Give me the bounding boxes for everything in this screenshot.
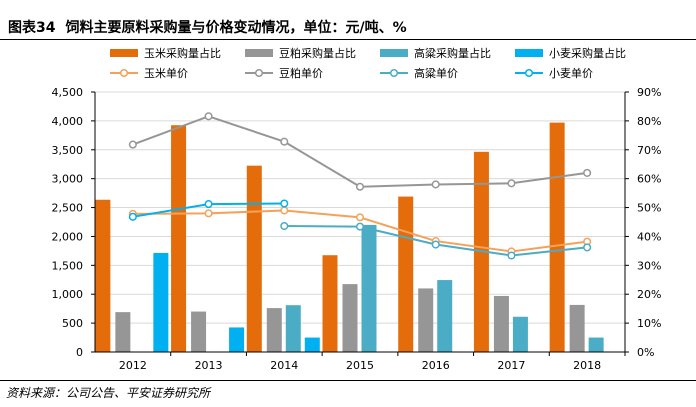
line-series-1	[132, 115, 588, 188]
bar-0-2013	[171, 125, 187, 352]
legend-marker-line-2	[389, 68, 399, 78]
left-tick-label: 2,000	[52, 230, 84, 243]
right-tick-label: 10%	[637, 317, 661, 330]
left-tick-label: 1,500	[52, 259, 84, 272]
bar-3-2014	[304, 337, 320, 352]
line-point-0-1	[204, 209, 213, 218]
bar-0-2015	[322, 255, 338, 352]
bar-2-2018	[588, 337, 604, 352]
left-tick-label: 1,000	[52, 288, 84, 301]
source-divider	[0, 380, 696, 381]
right-tick-label: 40%	[637, 230, 661, 243]
bar-0-2014	[246, 165, 262, 352]
right-tick-label: 70%	[637, 144, 661, 157]
x-tick-label: 2012	[119, 359, 147, 372]
right-tick-label: 30%	[637, 259, 661, 272]
legend-marker-line-3	[524, 68, 534, 78]
figure-label: 图表34	[8, 20, 56, 36]
left-tick-label: 2,500	[52, 202, 84, 215]
x-tick-label: 2013	[195, 359, 223, 372]
right-tick-label: 80%	[637, 115, 661, 128]
legend-label-bar-3: 小麦采购量占比	[549, 46, 626, 60]
x-tick-label: 2018	[573, 359, 601, 372]
line-point-2-4	[583, 243, 592, 252]
line-point-3-1	[204, 200, 213, 209]
line-point-2-0	[280, 221, 289, 231]
bars	[95, 122, 604, 352]
legend-label-bar-1: 豆粕采购量占比	[279, 46, 356, 60]
source-note: 资料来源：公司公告、平安证券研究所	[6, 386, 211, 400]
line-point-3-0	[128, 212, 137, 221]
bar-1-2018	[569, 304, 585, 352]
legend-label-line-1: 豆粕单价	[279, 66, 323, 80]
title-bar: 图表34 饲料主要原料采购量与价格变动情况，单位：元/吨、%	[0, 0, 696, 40]
line-point-0-2	[280, 206, 289, 215]
left-tick-label: 500	[62, 317, 83, 330]
line-point-2-1	[355, 222, 365, 231]
line-point-1-5	[507, 179, 516, 188]
legend-marker-line-0	[119, 68, 129, 78]
left-tick-label: 3,000	[52, 173, 84, 186]
legend-label-line-2: 高粱单价	[414, 66, 458, 80]
bar-2-2016	[437, 280, 453, 352]
bar-1-2013	[191, 311, 207, 352]
right-tick-label: 20%	[637, 288, 661, 301]
legend-swatch-bar-2	[380, 49, 408, 57]
legend-marker-line-1	[254, 68, 264, 78]
legend-label-line-0: 玉米单价	[144, 67, 188, 80]
right-tick-label: 0%	[637, 346, 654, 359]
x-tick-label: 2016	[422, 359, 450, 372]
legend-swatch-bar-0	[110, 49, 138, 57]
line-point-1-6	[583, 168, 592, 177]
line-point-0-3	[355, 213, 365, 222]
left-tick-label: 4,000	[52, 115, 84, 128]
bar-2-2014	[285, 305, 301, 352]
left-tick-label: 4,500	[52, 86, 84, 99]
bar-1-2014	[266, 308, 282, 352]
x-tick-label: 2015	[346, 359, 374, 372]
figure-title-text: 饲料主要原料采购量与价格变动情况，单位：元/吨、%	[65, 20, 407, 36]
line-point-2-3	[507, 251, 516, 260]
bar-1-2017	[493, 295, 509, 352]
lines	[128, 112, 592, 260]
left-tick-label: 3,500	[52, 144, 84, 157]
line-point-2-2	[431, 240, 440, 249]
x-tick-label: 2017	[497, 359, 525, 372]
legend-label-bar-0: 玉米采购量占比	[144, 46, 221, 60]
legend-label-line-3: 小麦单价	[549, 67, 593, 80]
right-tick-label: 60%	[637, 173, 661, 186]
bar-2-2015	[361, 224, 377, 352]
bar-3-2013	[229, 327, 245, 352]
x-tick-label: 2014	[270, 359, 298, 372]
bar-1-2012	[115, 312, 131, 352]
bar-1-2016	[418, 288, 434, 352]
right-tick-label: 90%	[637, 86, 661, 99]
left-tick-label: 0	[76, 346, 83, 359]
bar-2-2017	[512, 316, 528, 352]
bar-1-2015	[342, 284, 358, 352]
line-point-1-1	[204, 112, 213, 121]
legend-label-bar-2: 高粱采购量占比	[414, 46, 491, 60]
right-tick-label: 50%	[637, 202, 661, 215]
figure-title: 图表34 饲料主要原料采购量与价格变动情况，单位：元/吨、%	[6, 17, 407, 37]
line-point-3-2	[280, 199, 289, 208]
legend-swatch-bar-1	[245, 49, 273, 57]
bar-3-2012	[153, 252, 169, 352]
line-point-1-3	[355, 182, 365, 191]
bar-0-2018	[549, 122, 565, 352]
axes: 0 500 1,000 1,500 2,000 2,500 3,000 3,500 4,000 4…	[52, 86, 662, 372]
bar-0-2012	[95, 199, 111, 352]
bar-0-2016	[398, 196, 414, 352]
line-point-1-2	[280, 137, 289, 146]
legend-swatch-bar-3	[515, 49, 543, 57]
line-point-1-4	[431, 180, 440, 189]
line-point-1-0	[128, 140, 137, 149]
